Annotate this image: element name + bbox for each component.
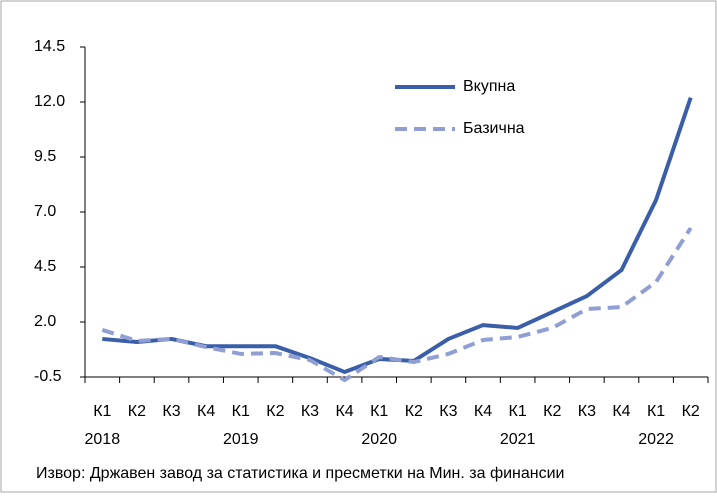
x-tick-label: К4 — [474, 403, 492, 420]
x-tick-label: К4 — [335, 403, 353, 420]
legend-label: Базична — [463, 120, 525, 137]
source-note: Извор: Државен завод за статистика и пре… — [36, 465, 564, 482]
x-group-label: 2019 — [223, 431, 259, 448]
x-group-label: 2018 — [85, 431, 121, 448]
y-tick-label: -0.5 — [34, 368, 62, 385]
x-tick-label: К3 — [162, 403, 180, 420]
y-tick-label: 9.5 — [34, 148, 56, 165]
y-tick-label: 14.5 — [34, 38, 65, 55]
y-tick-label: 2.0 — [34, 313, 56, 330]
x-tick-label: К2 — [405, 403, 423, 420]
x-tick-label: К3 — [439, 403, 457, 420]
x-tick-label: К1 — [370, 403, 388, 420]
x-tick-label: К3 — [301, 403, 319, 420]
y-tick-label: 12.0 — [34, 93, 65, 110]
series-line — [101, 226, 693, 383]
x-group-label: 2020 — [361, 431, 397, 448]
x-tick-label: К3 — [578, 403, 596, 420]
x-group-label: 2021 — [500, 431, 536, 448]
x-tick-label: К2 — [128, 403, 146, 420]
x-tick-label: К2 — [543, 403, 561, 420]
x-tick-label: К4 — [612, 403, 630, 420]
y-tick-label: 4.5 — [34, 258, 56, 275]
x-tick-label: К2 — [266, 403, 284, 420]
x-tick-label: К1 — [93, 403, 111, 420]
y-tick-label: 7.0 — [34, 203, 56, 220]
x-group-label: 2022 — [638, 431, 674, 448]
x-tick-label: К2 — [682, 403, 700, 420]
x-tick-label: К1 — [509, 403, 527, 420]
x-tick-label: К4 — [197, 403, 215, 420]
x-tick-label: К1 — [232, 403, 250, 420]
x-tick-label: К1 — [647, 403, 665, 420]
legend-label: Вкупна — [463, 78, 515, 95]
